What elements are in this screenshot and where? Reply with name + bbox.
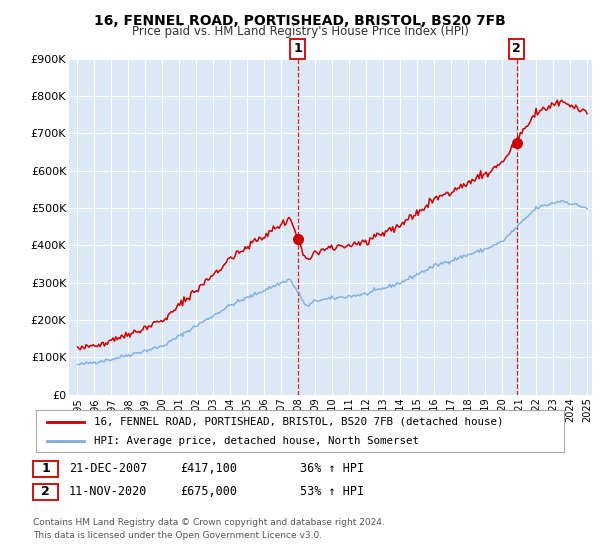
Text: 11-NOV-2020: 11-NOV-2020 — [69, 485, 148, 498]
Text: 2: 2 — [512, 43, 521, 55]
Text: 16, FENNEL ROAD, PORTISHEAD, BRISTOL, BS20 7FB (detached house): 16, FENNEL ROAD, PORTISHEAD, BRISTOL, BS… — [94, 417, 503, 427]
Text: 1: 1 — [41, 462, 50, 475]
Text: 1: 1 — [293, 43, 302, 55]
Text: Contains HM Land Registry data © Crown copyright and database right 2024.
This d: Contains HM Land Registry data © Crown c… — [33, 518, 385, 539]
Text: 21-DEC-2007: 21-DEC-2007 — [69, 462, 148, 475]
Text: HPI: Average price, detached house, North Somerset: HPI: Average price, detached house, Nort… — [94, 436, 419, 446]
Text: 36% ↑ HPI: 36% ↑ HPI — [300, 462, 364, 475]
Text: 16, FENNEL ROAD, PORTISHEAD, BRISTOL, BS20 7FB: 16, FENNEL ROAD, PORTISHEAD, BRISTOL, BS… — [94, 14, 506, 28]
Text: Price paid vs. HM Land Registry's House Price Index (HPI): Price paid vs. HM Land Registry's House … — [131, 25, 469, 38]
Text: £417,100: £417,100 — [180, 462, 237, 475]
Text: 53% ↑ HPI: 53% ↑ HPI — [300, 485, 364, 498]
Text: 2: 2 — [41, 485, 50, 498]
Text: £675,000: £675,000 — [180, 485, 237, 498]
